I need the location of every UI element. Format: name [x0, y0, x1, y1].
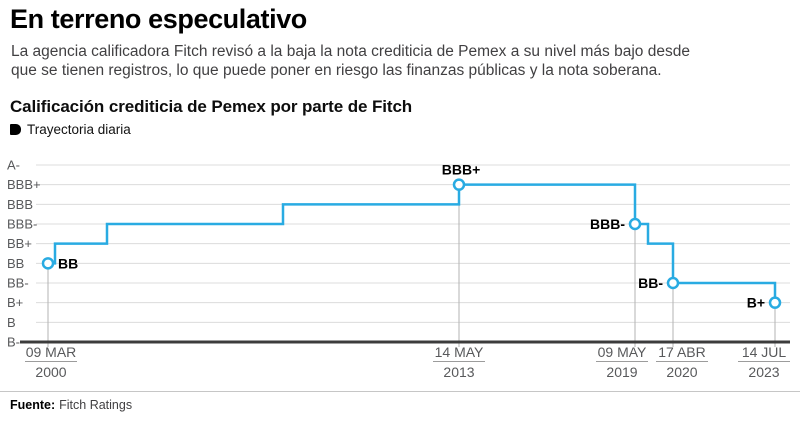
subtitle-line-2: que se tienen registros, lo que puede po… [11, 61, 662, 79]
x-tick-year: 2013 [443, 364, 474, 380]
y-axis-label: BBB+ [7, 177, 41, 192]
rating-annotation: BBB+ [442, 162, 481, 178]
y-axis-label: BB [7, 256, 24, 271]
x-tick-year: 2019 [606, 364, 637, 380]
x-tick-date: 14 MAY [435, 344, 484, 360]
x-tick-date: 14 JUL [742, 344, 787, 360]
data-point-marker [41, 257, 55, 270]
y-axis-label: BB+ [7, 236, 32, 251]
y-axis-label: B- [7, 334, 20, 349]
rating-annotation: B+ [747, 295, 765, 311]
rating-annotation: BB [58, 255, 78, 271]
y-axis-label: BBB- [7, 216, 37, 231]
source-value: Fitch Ratings [59, 398, 133, 412]
y-axis-label: BBB [7, 197, 33, 212]
chart-title: Calificación crediticia de Pemex por par… [10, 97, 413, 116]
data-point-marker [666, 276, 680, 290]
x-tick-date: 09 MAY [598, 344, 647, 360]
source-label: Fuente: [10, 398, 56, 412]
footer-divider [0, 391, 800, 392]
y-axis-label: B+ [7, 295, 23, 310]
y-axis-label: BB- [7, 275, 29, 290]
rating-annotation: BB- [638, 275, 663, 291]
x-tick-year: 2000 [35, 364, 66, 380]
data-point-marker [628, 217, 642, 231]
x-tick-date: 17 ABR [658, 344, 705, 360]
legend-label: Trayectoria diaria [27, 122, 131, 137]
chart-legend: Trayectoria diaria [10, 122, 131, 137]
subtitle-line-1: La agencia calificadora Fitch revisó a l… [11, 43, 690, 60]
subtitle: La agencia calificadora Fitch revisó a l… [11, 43, 751, 80]
source-line: Fuente: Fitch Ratings [10, 398, 132, 412]
x-tick-year: 2020 [666, 364, 697, 380]
data-point-marker [452, 178, 466, 191]
x-tick-date: 09 MAR [26, 344, 77, 360]
x-tick-year: 2023 [748, 364, 779, 380]
page-title: En terreno especulativo [10, 4, 307, 34]
y-axis-label: A- [7, 158, 20, 173]
legend-swatch-icon [10, 124, 21, 135]
y-axis-label: B [7, 315, 16, 330]
rating-annotation: BBB- [590, 216, 625, 232]
data-point-marker [768, 296, 782, 309]
